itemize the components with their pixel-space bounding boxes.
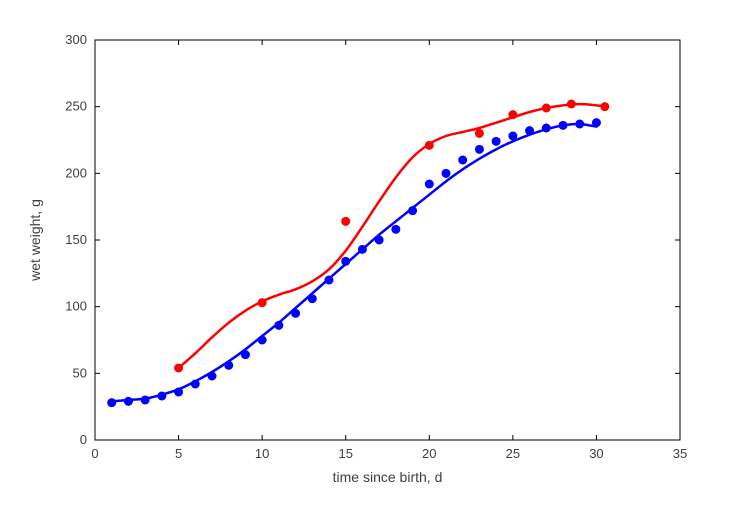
- x-tick-label: 35: [673, 446, 687, 461]
- red-fit-line: [179, 104, 605, 368]
- blue-data-point: [341, 257, 350, 266]
- y-tick-label: 200: [65, 165, 87, 180]
- y-tick-label: 100: [65, 299, 87, 314]
- x-tick-label: 30: [589, 446, 603, 461]
- y-tick-label: 50: [73, 365, 87, 380]
- blue-data-point: [208, 372, 217, 381]
- blue-data-point: [492, 137, 501, 146]
- blue-data-point: [442, 169, 451, 178]
- plot-box: [95, 40, 680, 440]
- y-tick-label: 0: [80, 432, 87, 447]
- blue-fit-line: [112, 124, 597, 401]
- blue-data-point: [525, 126, 534, 135]
- blue-data-point: [559, 121, 568, 130]
- blue-data-point: [325, 276, 334, 285]
- blue-data-point: [258, 336, 267, 345]
- blue-data-point: [425, 180, 434, 189]
- blue-data-point: [174, 388, 183, 397]
- red-data-point: [174, 364, 183, 373]
- red-data-point: [567, 100, 576, 109]
- blue-data-point: [124, 397, 133, 406]
- blue-data-point: [141, 396, 150, 405]
- blue-data-point: [107, 398, 116, 407]
- blue-data-point: [375, 236, 384, 245]
- red-data-point: [258, 298, 267, 307]
- red-data-point: [600, 102, 609, 111]
- red-data-point: [542, 104, 551, 113]
- growth-chart: 0 5 10 15 20 25 30 35 0 50 100 150 200 250 300 time sin…: [0, 0, 729, 521]
- blue-data-point: [408, 206, 417, 215]
- blue-data-point: [542, 124, 551, 133]
- x-tick-label: 15: [338, 446, 352, 461]
- red-data-point: [425, 141, 434, 150]
- blue-data-point: [308, 294, 317, 303]
- blue-data-point: [592, 118, 601, 127]
- x-tick-label: 25: [506, 446, 520, 461]
- red-data-point: [508, 110, 517, 119]
- x-tick-label: 10: [255, 446, 269, 461]
- x-tick-label: 0: [91, 446, 98, 461]
- y-axis-label: wet weight, g: [27, 199, 43, 282]
- blue-data-point: [291, 309, 300, 318]
- x-axis-label: time since birth, d: [333, 469, 443, 485]
- blue-data-point: [224, 361, 233, 370]
- blue-data-point: [241, 350, 250, 359]
- blue-data-point: [508, 132, 517, 141]
- blue-data-point: [391, 225, 400, 234]
- x-tick-label: 20: [422, 446, 436, 461]
- y-tick-label: 150: [65, 232, 87, 247]
- blue-data-point: [191, 380, 200, 389]
- blue-data-point: [475, 145, 484, 154]
- blue-data-point: [575, 120, 584, 129]
- red-data-point: [341, 217, 350, 226]
- chart-svg: 0 5 10 15 20 25 30 35 0 50 100 150 200 250 300 time sin…: [0, 0, 729, 521]
- red-data-point: [475, 129, 484, 138]
- y-tick-label: 250: [65, 99, 87, 114]
- blue-data-point: [358, 245, 367, 254]
- y-tick-label: 300: [65, 32, 87, 47]
- blue-data-point: [274, 321, 283, 330]
- blue-data-point: [157, 392, 166, 401]
- blue-data-point: [458, 156, 467, 165]
- x-tick-label: 5: [175, 446, 182, 461]
